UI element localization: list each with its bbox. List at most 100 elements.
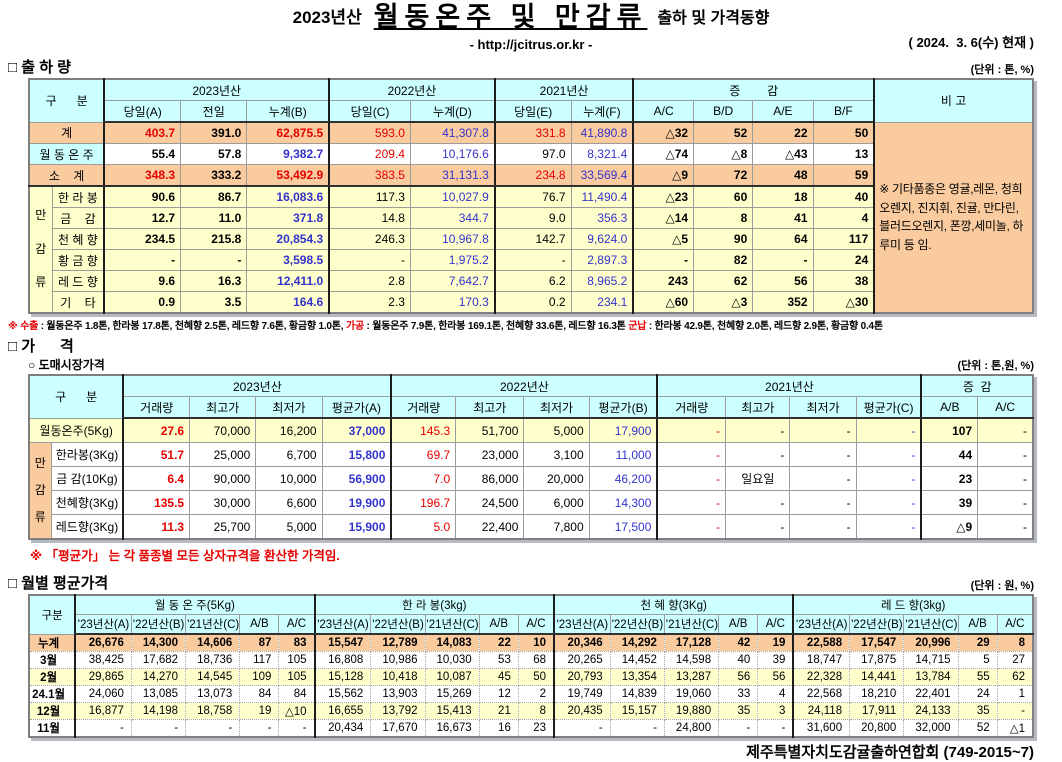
value-cell: 41,890.8 <box>570 121 634 144</box>
header-cell: B/F <box>812 100 875 123</box>
row-label-cell: 24.1월 <box>28 685 76 703</box>
value-cell: 5.0 <box>390 514 457 540</box>
value-cell: 1,975.2 <box>409 249 496 271</box>
value-cell: 14,606 <box>185 633 241 652</box>
value-cell: - <box>718 719 759 738</box>
value-cell: 9,624.0 <box>570 228 634 250</box>
header-cell: '21년산(C) <box>663 614 720 635</box>
value-cell: - <box>185 719 241 738</box>
header-cell: 구 분 <box>28 374 124 419</box>
value-cell: 0.9 <box>103 291 182 314</box>
value-cell: 84 <box>239 685 280 703</box>
header-cell: 당일(A) <box>103 100 182 123</box>
value-cell: 76.7 <box>493 185 572 208</box>
value-cell: 14,292 <box>609 633 665 652</box>
header-cell: 천 혜 향(3Kg) <box>552 594 794 615</box>
value-cell: - <box>103 249 182 271</box>
value-cell: 14,300 <box>130 633 187 652</box>
header-cell: A/B <box>920 396 979 419</box>
table-row: 천혜향(3Kg) 135.5 30,000 6,600 19,900 196.7 24,50… <box>29 490 1034 515</box>
export-note: ※ 수출 : 월동온주 1.8톤, 한라봉 17.8톤, 천혜향 2.5톤, 레… <box>8 317 1034 332</box>
value-cell: 16,808 <box>313 651 372 669</box>
value-cell: 16,877 <box>74 702 132 720</box>
value-cell: 145.3 <box>390 417 457 443</box>
value-cell: 12,789 <box>370 633 426 652</box>
value-cell: 83 <box>278 633 316 652</box>
value-cell: 16,655 <box>313 702 372 720</box>
title-year: 2023년산 <box>292 8 362 27</box>
value-cell: 23,000 <box>455 442 525 467</box>
table-row: 소 계 348.3 333.2 53,492.9 383.5 31,131.3 234.8 3… <box>28 164 1033 187</box>
value-cell: 53,492.9 <box>246 164 330 187</box>
value-cell: 39 <box>920 490 979 515</box>
value-cell: - <box>977 490 1034 515</box>
value-cell: △43 <box>752 143 814 165</box>
value-cell: - <box>656 442 727 467</box>
header-cell: 2021년산 <box>493 78 634 101</box>
header-cell: A/C <box>977 396 1034 419</box>
value-cell: 2,897.3 <box>570 249 634 271</box>
value-cell: 20,793 <box>552 668 611 686</box>
value-cell: 3 <box>757 702 794 720</box>
value-cell: 18,747 <box>792 651 851 669</box>
value-cell: 13,784 <box>903 668 959 686</box>
value-cell: 593.0 <box>328 121 411 144</box>
row-label-cell: 천혜향(3Kg) <box>50 490 124 515</box>
value-cell: 22 <box>752 121 814 144</box>
export-note-segment: : 한라봉 42.9톤, 천혜향 2.0톤, 레드향 2.9톤, 황금향 0.4… <box>646 321 883 332</box>
value-cell: △10 <box>278 702 316 720</box>
value-cell: 383.5 <box>328 164 411 187</box>
value-cell: 17,670 <box>370 719 426 738</box>
value-cell: 6,700 <box>255 442 323 467</box>
value-cell: △14 <box>632 207 695 229</box>
value-cell: 86.7 <box>180 185 248 208</box>
value-cell: 3.5 <box>180 291 248 314</box>
value-cell: - <box>656 417 727 443</box>
value-cell: 69.7 <box>390 442 457 467</box>
value-cell: 52 <box>957 719 998 738</box>
value-cell: 331.8 <box>493 121 572 144</box>
value-cell: - <box>609 719 665 738</box>
value-cell: 20,800 <box>849 719 905 738</box>
header-row: 거래량 최고가 최저가 평균가(A) 거래량 최고가 최저가 평균가(B) 거래량 최고가 최저가 평… <box>29 396 1034 419</box>
report-header: 2023년산 월동온주 및 만감류 출하 및 가격동향 - http://jcitr… <box>28 2 1034 53</box>
value-cell: 209.4 <box>328 143 411 165</box>
export-note-segment: 군납 <box>628 321 647 332</box>
value-cell: 32,000 <box>903 719 959 738</box>
value-cell: - <box>725 490 791 515</box>
value-cell: 24,500 <box>455 490 525 515</box>
table-row: 월 동 온 주 55.4 57.8 9,382.7 209.4 10,176.6 97.0 8… <box>28 143 1033 165</box>
shipment-heading-row: □ 출 하 량 (단위 : 톤, %) <box>8 56 1034 77</box>
value-cell: 44 <box>920 442 979 467</box>
value-cell: 52 <box>693 121 754 144</box>
value-cell: 13,287 <box>663 668 720 686</box>
row-label-cell: 금 감 <box>51 207 105 229</box>
value-cell: 35 <box>718 702 759 720</box>
table-row: 금 감 12.7 11.0 371.8 14.8 344.7 9.0 356.3 △14 8 41 4 <box>29 207 1033 229</box>
value-cell: 17,547 <box>849 633 905 652</box>
export-note-segment: : 월동온주 1.8톤, 한라봉 17.8톤, 천혜향 2.5톤, 레드향 7.… <box>38 321 346 332</box>
value-cell: 18,736 <box>185 651 241 669</box>
header-cell: '23년산(A) <box>313 614 372 635</box>
value-cell: 12,411.0 <box>246 270 330 292</box>
header-cell: 평균가(B) <box>588 396 658 419</box>
value-cell: 23 <box>517 719 555 738</box>
table-row: 12월 16,877 14,198 18,758 19 △10 16,655 13,792 15… <box>28 702 1034 720</box>
value-cell: 3,598.5 <box>246 249 330 271</box>
header-cell: '23년산(A) <box>792 614 851 635</box>
row-label-cell: 한라봉(3Kg) <box>50 442 124 467</box>
value-cell: 37,000 <box>321 417 392 443</box>
value-cell: 15,269 <box>424 685 480 703</box>
header-cell: 최고가 <box>725 396 791 419</box>
value-cell: 62 <box>693 270 754 292</box>
value-cell: △9 <box>920 514 979 540</box>
header-cell: 2023년산 <box>103 78 330 101</box>
value-cell: - <box>752 249 814 271</box>
value-cell: 20,000 <box>523 466 590 491</box>
value-cell: 10,967.8 <box>409 228 496 250</box>
header-cell: 누계(B) <box>246 100 330 123</box>
value-cell: 38,425 <box>74 651 132 669</box>
header-cell: 당일(E) <box>493 100 572 123</box>
value-cell: 45 <box>478 668 519 686</box>
